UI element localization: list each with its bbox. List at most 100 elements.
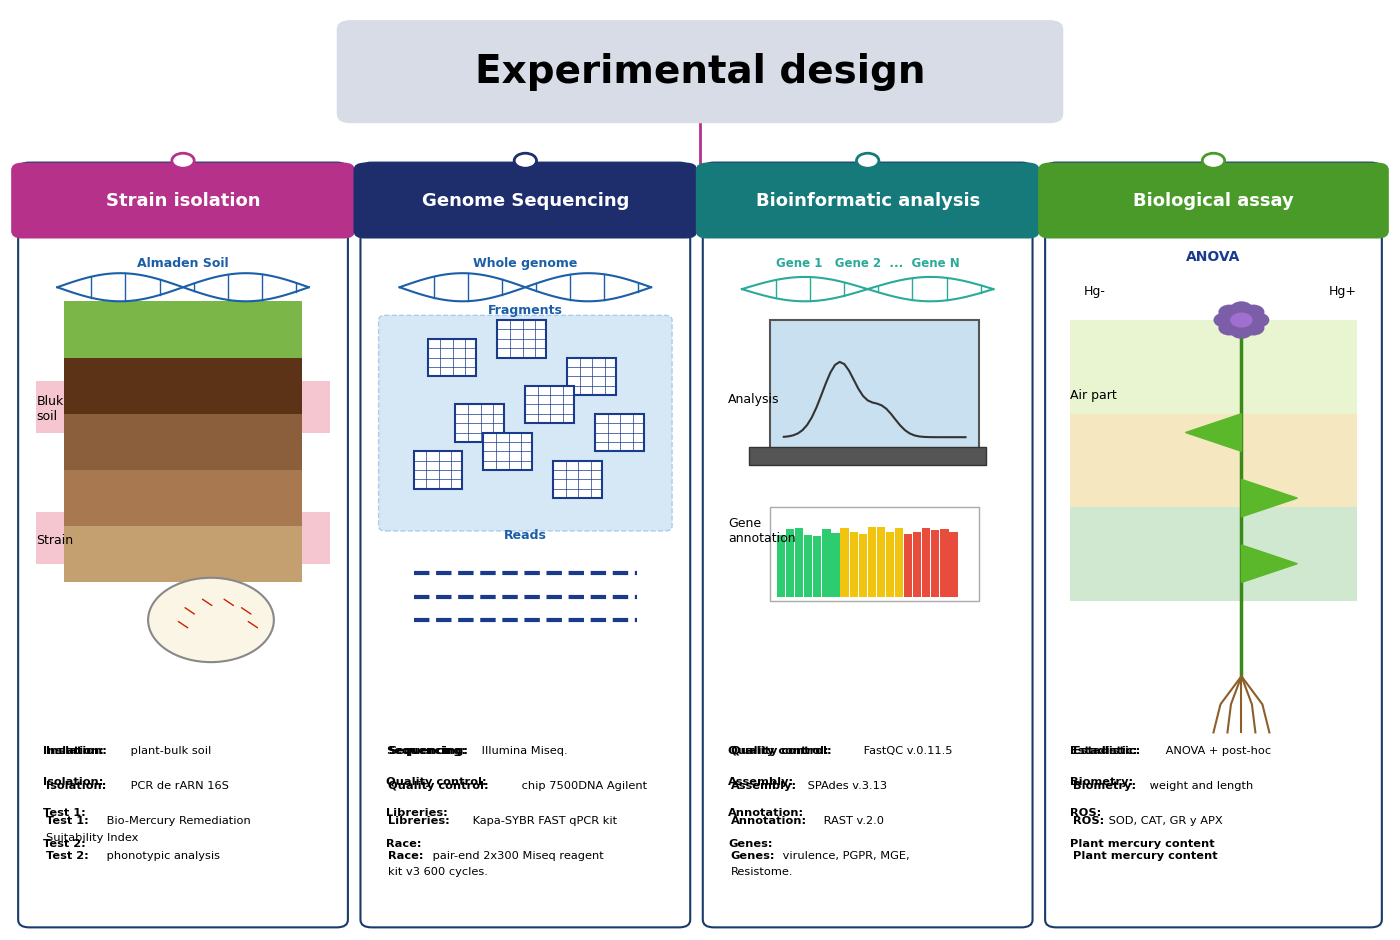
Bar bbox=[777, 532, 785, 597]
Text: Genome Sequencing: Genome Sequencing bbox=[421, 192, 629, 210]
FancyBboxPatch shape bbox=[1046, 163, 1382, 928]
Text: Gene
annotation: Gene annotation bbox=[728, 517, 795, 545]
Bar bbox=[832, 529, 840, 597]
Text: Estadistic: ANOVA + post-hoc: Estadistic: ANOVA + post-hoc bbox=[1070, 746, 1238, 757]
Text: Resistome.: Resistome. bbox=[731, 868, 794, 877]
FancyBboxPatch shape bbox=[360, 163, 690, 928]
Circle shape bbox=[1231, 312, 1253, 327]
Bar bbox=[941, 532, 949, 597]
Bar bbox=[840, 534, 848, 597]
Text: Assembly:: Assembly: bbox=[728, 777, 794, 788]
FancyBboxPatch shape bbox=[337, 20, 1063, 123]
FancyBboxPatch shape bbox=[483, 432, 532, 470]
Text: Inslation:: Inslation: bbox=[46, 746, 106, 757]
Bar bbox=[64, 302, 302, 357]
Bar bbox=[64, 414, 302, 470]
Text: RAST v.2.0: RAST v.2.0 bbox=[820, 816, 883, 826]
Bar bbox=[1070, 320, 1357, 414]
FancyBboxPatch shape bbox=[696, 163, 1040, 239]
Circle shape bbox=[1247, 312, 1270, 327]
FancyBboxPatch shape bbox=[427, 338, 476, 376]
Text: Genes: virulence, PGPR, MGE,
Resistome.: Genes: virulence, PGPR, MGE, Resistome. bbox=[728, 839, 899, 861]
Bar bbox=[804, 529, 812, 597]
Text: Test 1:: Test 1: bbox=[46, 816, 88, 826]
Text: Sequencing: Illumina Miseq.: Sequencing: Illumina Miseq. bbox=[385, 746, 546, 757]
Text: ROS:: ROS: bbox=[1070, 808, 1102, 819]
Text: Hg-: Hg- bbox=[1084, 286, 1106, 298]
Text: Bioinformatic analysis: Bioinformatic analysis bbox=[756, 192, 980, 210]
Text: Plant mercury content: Plant mercury content bbox=[1072, 851, 1218, 860]
Text: Test 1:: Test 1: bbox=[43, 808, 85, 819]
Text: Inslation:: Inslation: bbox=[43, 746, 104, 757]
Bar bbox=[949, 535, 958, 597]
Text: Estadistic:: Estadistic: bbox=[1072, 746, 1141, 757]
Bar bbox=[858, 529, 867, 597]
FancyBboxPatch shape bbox=[525, 385, 574, 423]
Text: Suitability Index: Suitability Index bbox=[46, 833, 139, 842]
Text: Fragments: Fragments bbox=[489, 305, 563, 317]
Bar bbox=[36, 381, 330, 432]
Text: Quality control:: Quality control: bbox=[385, 777, 486, 788]
Bar bbox=[931, 528, 939, 597]
Text: Annotation:: Annotation: bbox=[728, 808, 804, 819]
Bar bbox=[904, 536, 913, 597]
Bar bbox=[886, 527, 895, 597]
Circle shape bbox=[1242, 321, 1264, 336]
Text: Sequencing:: Sequencing: bbox=[385, 746, 466, 757]
Text: Isolation:: Isolation: bbox=[46, 781, 106, 791]
Text: virulence, PGPR, MGE,: virulence, PGPR, MGE, bbox=[780, 851, 910, 860]
Circle shape bbox=[148, 578, 274, 662]
Text: Test 1: Bio-Mercury Remediation
Suitability Index: Test 1: Bio-Mercury Remediation Suitabil… bbox=[43, 808, 228, 830]
Circle shape bbox=[1214, 312, 1236, 327]
Text: Sequencing:: Sequencing: bbox=[388, 746, 469, 757]
Circle shape bbox=[514, 153, 536, 168]
Text: Bluk
soil: Bluk soil bbox=[36, 395, 63, 423]
Text: Estadistic:: Estadistic: bbox=[1070, 746, 1138, 757]
Text: Isolation:: Isolation: bbox=[43, 777, 104, 788]
FancyBboxPatch shape bbox=[455, 404, 504, 442]
Text: SOD, CAT, GR y APX: SOD, CAT, GR y APX bbox=[1106, 816, 1224, 826]
Text: Illumina Miseq.: Illumina Miseq. bbox=[477, 746, 567, 757]
FancyBboxPatch shape bbox=[567, 357, 616, 395]
Text: Whole genome: Whole genome bbox=[473, 258, 578, 271]
Bar bbox=[813, 530, 822, 597]
FancyBboxPatch shape bbox=[18, 163, 349, 928]
Text: Quality control:: Quality control: bbox=[388, 781, 489, 791]
Text: ANOVA: ANOVA bbox=[1186, 250, 1240, 264]
Text: Biological assay: Biological assay bbox=[1133, 192, 1294, 210]
Bar bbox=[895, 535, 903, 597]
Bar bbox=[64, 470, 302, 526]
Text: Strain isolation: Strain isolation bbox=[106, 192, 260, 210]
Text: Plant mercury content: Plant mercury content bbox=[1070, 839, 1215, 849]
Text: Race:: Race: bbox=[388, 851, 424, 860]
Bar bbox=[913, 535, 921, 597]
Bar bbox=[1070, 508, 1357, 602]
Polygon shape bbox=[1242, 545, 1298, 583]
Text: ROS:: ROS: bbox=[1072, 816, 1105, 826]
FancyBboxPatch shape bbox=[378, 315, 672, 531]
Text: Genes:: Genes: bbox=[728, 839, 773, 849]
Text: Quality control: FastQC v.0.11.5: Quality control: FastQC v.0.11.5 bbox=[728, 746, 909, 757]
Bar bbox=[1070, 414, 1357, 508]
FancyBboxPatch shape bbox=[749, 446, 987, 465]
Text: Test 2:: Test 2: bbox=[43, 839, 85, 849]
Text: Almaden Soil: Almaden Soil bbox=[137, 258, 228, 271]
Circle shape bbox=[1218, 321, 1240, 336]
Text: Gene 1   Gene 2  ...  Gene N: Gene 1 Gene 2 ... Gene N bbox=[776, 258, 959, 271]
Text: phonotypic analysis: phonotypic analysis bbox=[102, 851, 220, 860]
FancyBboxPatch shape bbox=[413, 451, 462, 489]
Bar bbox=[868, 527, 876, 597]
Text: Libreries:: Libreries: bbox=[388, 816, 451, 826]
FancyBboxPatch shape bbox=[595, 414, 644, 451]
Text: SPAdes v.3.13: SPAdes v.3.13 bbox=[804, 781, 886, 791]
Text: Assembly:: Assembly: bbox=[731, 781, 797, 791]
FancyBboxPatch shape bbox=[770, 320, 980, 451]
Text: Genes:: Genes: bbox=[731, 851, 776, 860]
FancyBboxPatch shape bbox=[770, 508, 980, 602]
Polygon shape bbox=[1186, 414, 1242, 451]
Bar bbox=[785, 534, 794, 597]
Text: Test 2:: Test 2: bbox=[46, 851, 88, 860]
FancyBboxPatch shape bbox=[353, 163, 697, 239]
Text: weight and length: weight and length bbox=[1147, 781, 1253, 791]
Text: Hg+: Hg+ bbox=[1329, 286, 1357, 298]
